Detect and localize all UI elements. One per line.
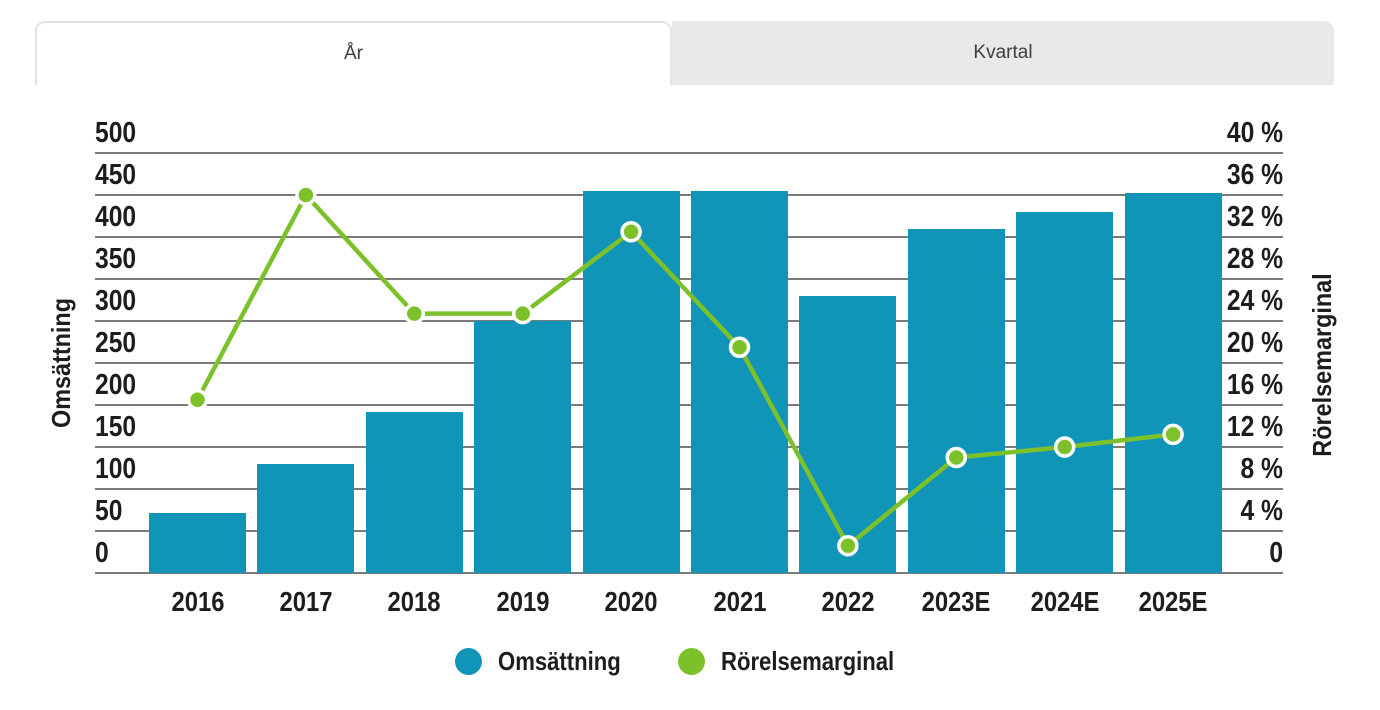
- line-point-2017[interactable]: [295, 184, 317, 206]
- grid-line: [95, 278, 1283, 280]
- x-label-2024E: 2024E: [1030, 586, 1100, 617]
- bar-2021[interactable]: [691, 190, 788, 573]
- grid-line: [95, 404, 1283, 406]
- line-point-2020[interactable]: [620, 221, 642, 243]
- left-axis-tick: 400: [95, 201, 137, 233]
- legend-label: Rörelsemarginal: [721, 646, 895, 676]
- left-axis-tick: 150: [95, 411, 137, 443]
- legend-label: Omsättning: [497, 646, 621, 676]
- grid-line: [95, 152, 1283, 154]
- right-axis-tick: 0: [1269, 537, 1283, 569]
- grid-line: [95, 530, 1283, 532]
- line-point-2021[interactable]: [728, 336, 751, 358]
- line-point-2016[interactable]: [186, 389, 209, 411]
- grid-line: [95, 194, 1283, 196]
- x-label-2018: 2018: [387, 586, 441, 617]
- left-axis-tick: 100: [95, 453, 137, 485]
- bar-2017[interactable]: [257, 463, 355, 573]
- right-axis-tick: 32 %: [1226, 201, 1283, 233]
- x-label-2017: 2017: [279, 586, 333, 617]
- left-axis-tick: 450: [95, 159, 137, 191]
- right-axis-tick: 36 %: [1226, 159, 1283, 191]
- bar-2022[interactable]: [799, 295, 897, 573]
- left-axis-tick: 350: [95, 243, 137, 275]
- tab-quarter[interactable]: Kvartal: [672, 21, 1334, 85]
- legend-bar-dot-icon: [454, 648, 482, 675]
- line-point-2022[interactable]: [837, 534, 859, 557]
- tab-quarter-label: Kvartal: [973, 42, 1033, 63]
- right-axis-tick: 40 %: [1226, 117, 1283, 149]
- legend-item-rorelsemarginal[interactable]: Rörelsemarginal: [678, 646, 925, 677]
- right-axis-tick: 8 %: [1240, 453, 1283, 485]
- left-axis-tick: 250: [95, 327, 137, 359]
- margin-line: [195, 192, 1174, 548]
- left-axis-title: Omsättning: [46, 298, 76, 429]
- line-point-2018[interactable]: [403, 302, 426, 325]
- grid-line: [95, 572, 1283, 574]
- right-axis-tick: 20 %: [1226, 327, 1283, 359]
- x-label-2023E: 2023E: [921, 586, 991, 617]
- bar-2023E[interactable]: [907, 228, 1005, 573]
- left-axis-tick: 300: [95, 285, 137, 317]
- left-axis-tick: 500: [95, 117, 137, 149]
- right-axis-tick: 16 %: [1226, 369, 1283, 401]
- bar-2018[interactable]: [365, 411, 463, 573]
- x-label-2022: 2022: [821, 586, 875, 617]
- line-point-2025E[interactable]: [1162, 423, 1184, 446]
- period-tabbar: År Kvartal: [35, 21, 1334, 85]
- right-axis-tick: 12 %: [1226, 411, 1283, 443]
- right-axis-title: Rörelsemarginal: [1307, 273, 1337, 457]
- x-label-2025E: 2025E: [1138, 586, 1208, 617]
- bar-2016[interactable]: [149, 512, 246, 573]
- grid-line: [95, 362, 1283, 364]
- tab-year-label: År: [344, 43, 363, 64]
- line-point-2023E[interactable]: [945, 446, 968, 469]
- line-point-2019[interactable]: [511, 302, 534, 325]
- x-label-2019: 2019: [496, 586, 550, 617]
- bar-2019[interactable]: [474, 321, 572, 573]
- left-axis-tick: 0: [95, 537, 109, 569]
- grid-line: [95, 236, 1283, 238]
- left-axis-tick: 50: [95, 495, 123, 527]
- grid-line: [95, 488, 1283, 490]
- bar-2024E[interactable]: [1016, 211, 1114, 573]
- legend-item-omsattning[interactable]: Omsättning: [454, 646, 642, 677]
- legend-line-dot-icon: [678, 648, 706, 675]
- chart-legend: Omsättning Rörelsemarginal: [0, 646, 1380, 677]
- bar-2025E[interactable]: [1124, 193, 1222, 573]
- grid-line: [95, 446, 1283, 448]
- right-axis-tick: 28 %: [1226, 243, 1283, 275]
- x-label-2021: 2021: [713, 586, 766, 617]
- grid-line: [95, 320, 1283, 322]
- line-point-2024E[interactable]: [1053, 436, 1076, 458]
- left-axis-tick: 200: [95, 369, 137, 401]
- right-axis-tick: 4 %: [1240, 495, 1283, 527]
- x-label-2020: 2020: [604, 586, 658, 617]
- tab-year[interactable]: År: [35, 21, 672, 85]
- right-axis-tick: 24 %: [1226, 285, 1283, 317]
- x-label-2016: 2016: [171, 586, 224, 617]
